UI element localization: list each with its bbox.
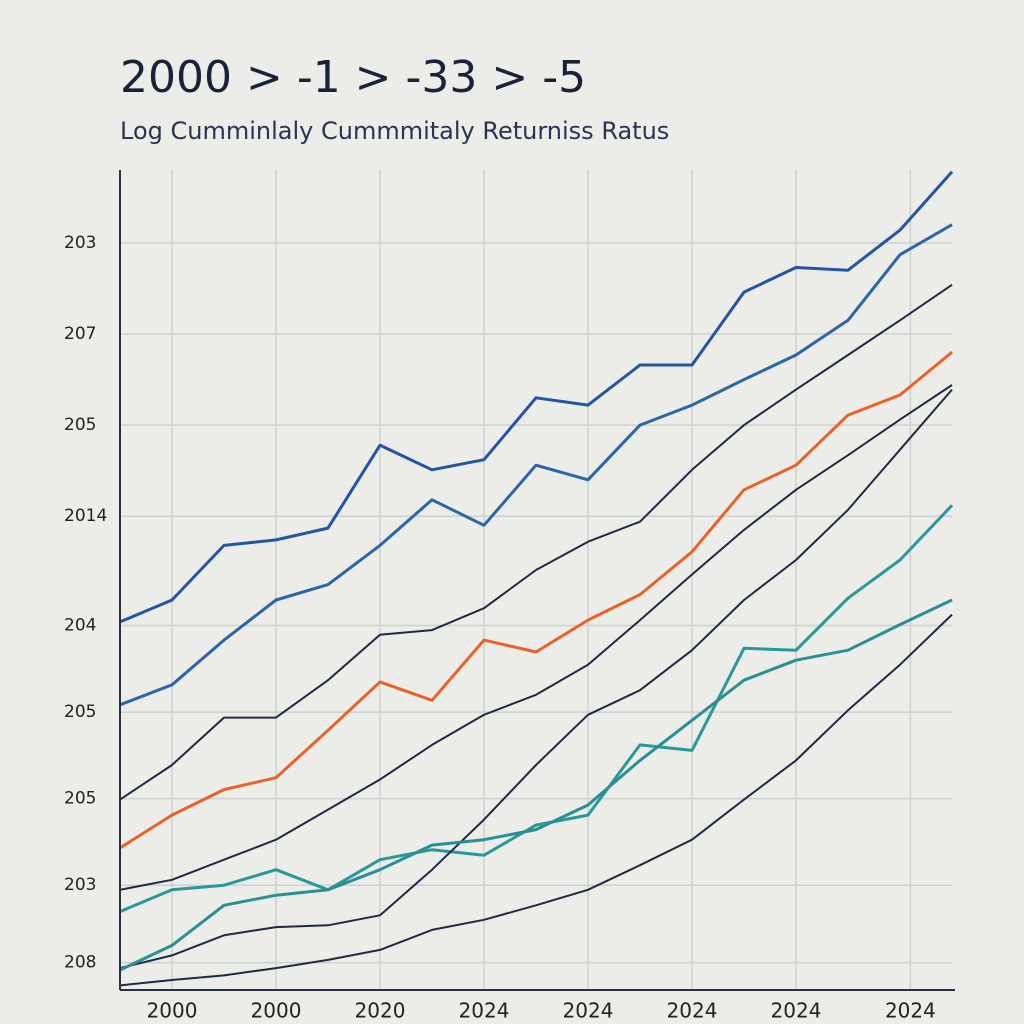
- series-line: [119, 613, 953, 987]
- x-tick-label: 2000: [147, 999, 198, 1023]
- x-tick-label: 2024: [771, 999, 822, 1023]
- x-tick-label: 2024: [563, 999, 614, 1023]
- y-tick-label: 205: [64, 702, 96, 722]
- series-line: [119, 504, 954, 913]
- series-line: [119, 170, 954, 624]
- y-tick-label: 204: [64, 616, 96, 636]
- x-tick-label: 2024: [885, 999, 936, 1023]
- y-tick-label: 203: [64, 875, 96, 895]
- x-tick-label: 2024: [459, 999, 510, 1023]
- chart-title: 2000 > -1 > -33 > -5: [120, 52, 586, 103]
- y-tick-label: 207: [64, 324, 96, 344]
- y-tick-label: 205: [64, 789, 96, 809]
- y-tick-label: 208: [64, 953, 96, 973]
- series-line: [119, 283, 953, 801]
- plot-area: [119, 170, 954, 987]
- chart-subtitle: Log Cumminlaly Cummmitaly Returniss Ratu…: [120, 117, 669, 145]
- series-line: [119, 351, 953, 850]
- grid: [120, 170, 952, 990]
- series-line: [119, 388, 953, 970]
- y-tick-label: 203: [64, 233, 96, 253]
- series-line: [119, 384, 953, 891]
- series-line: [119, 223, 953, 707]
- series-line: [119, 598, 953, 972]
- y-tick-label: 205: [64, 415, 96, 435]
- x-tick-label: 2020: [355, 999, 406, 1023]
- x-tick-label: 2024: [667, 999, 718, 1023]
- y-tick-label: 2014: [64, 506, 107, 526]
- x-tick-label: 2000: [251, 999, 302, 1023]
